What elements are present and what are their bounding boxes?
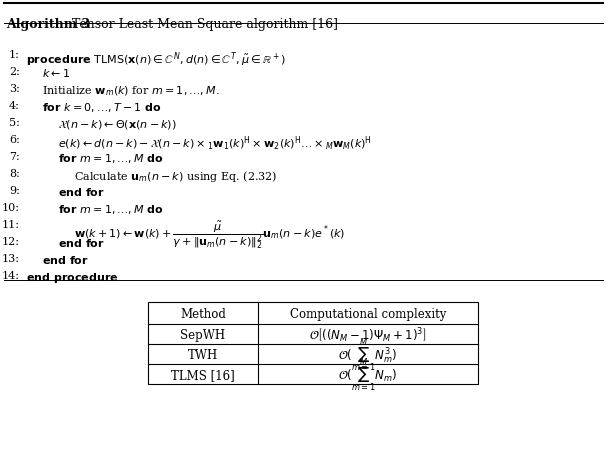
Text: $k \leftarrow 1$: $k \leftarrow 1$ [42, 67, 70, 79]
Text: 8:: 8: [9, 169, 20, 178]
Bar [148, 303, 478, 385]
Text: Calculate $\mathbf{u}_m(n-k)$ using Eq. (2.32): Calculate $\mathbf{u}_m(n-k)$ using Eq. … [74, 169, 277, 184]
Text: $\mathbf{for\ }$$m = 1, \ldots, M$$\mathbf{\ do}$: $\mathbf{for\ }$$m = 1, \ldots, M$$\math… [58, 152, 164, 165]
Text: $\mathbf{for\ }$$m = 1, \ldots, M$$\mathbf{\ do}$: $\mathbf{for\ }$$m = 1, \ldots, M$$\math… [58, 203, 164, 216]
Text: 3:: 3: [9, 84, 20, 94]
Text: $\mathbf{end\ procedure}$: $\mathbf{end\ procedure}$ [26, 270, 118, 284]
Text: $\mathbf{end\ for}$: $\mathbf{end\ for}$ [42, 253, 89, 266]
Text: TWH: TWH [188, 348, 218, 361]
Text: 6:: 6: [9, 135, 20, 145]
Text: 12:: 12: [2, 237, 20, 247]
Text: $\mathcal{O}(\sum_{m=1}^{M} N_m^3)$: $\mathcal{O}(\sum_{m=1}^{M} N_m^3)$ [338, 336, 398, 373]
Text: 7:: 7: [9, 152, 20, 162]
Text: 1:: 1: [9, 50, 20, 60]
Text: $\mathbf{for\ }$$k = 0, \ldots, T-1$$\mathbf{\ do}$: $\mathbf{for\ }$$k = 0, \ldots, T-1$$\ma… [42, 101, 161, 114]
Text: Method: Method [180, 307, 226, 320]
Text: TLMS [16]: TLMS [16] [171, 368, 235, 381]
Text: 2:: 2: [9, 67, 20, 77]
Text: 14:: 14: [2, 270, 20, 280]
Text: Computational complexity: Computational complexity [290, 307, 446, 320]
Text: 11:: 11: [2, 219, 20, 229]
Text: Algorithm 3: Algorithm 3 [6, 18, 90, 31]
Text: $\mathbf{w}(k+1) \leftarrow \mathbf{w}(k) + \dfrac{\tilde{\mu}}{\gamma+\|\mathbf: $\mathbf{w}(k+1) \leftarrow \mathbf{w}(k… [74, 219, 345, 251]
Text: 13:: 13: [2, 253, 20, 263]
Text: $\mathbf{end\ for}$: $\mathbf{end\ for}$ [58, 186, 105, 198]
Text: $\mathbf{end\ for}$: $\mathbf{end\ for}$ [58, 237, 105, 248]
Text: $\mathcal{O}(\sum_{m=1}^{M} N_m)$: $\mathcal{O}(\sum_{m=1}^{M} N_m)$ [338, 356, 398, 393]
Text: 9:: 9: [9, 186, 20, 196]
Text: 4:: 4: [9, 101, 20, 111]
Text: $\mathcal{O}\left[((N_M - 1)\Psi_M + 1)^3\right]$: $\mathcal{O}\left[((N_M - 1)\Psi_M + 1)^… [309, 325, 427, 344]
Text: $\mathcal{X}(n-k) \leftarrow \Theta(\mathbf{x}(n-k))$: $\mathcal{X}(n-k) \leftarrow \Theta(\mat… [58, 118, 177, 131]
Text: $\mathbf{procedure\ }$$\mathrm{TLMS}(\mathbf{x}(n) \in \mathbb{C}^N, d(n) \in \m: $\mathbf{procedure\ }$$\mathrm{TLMS}(\ma… [26, 50, 286, 69]
Text: SepWH: SepWH [180, 328, 226, 341]
Text: 5:: 5: [9, 118, 20, 128]
Text: $e(k) \leftarrow d(n-k) - \mathcal{X}(n-k) \times_1 \mathbf{w}_1(k)^\mathsf{H} \: $e(k) \leftarrow d(n-k) - \mathcal{X}(n-… [58, 135, 372, 153]
Text: Tensor Least Mean Square algorithm [16]: Tensor Least Mean Square algorithm [16] [68, 18, 338, 31]
Text: Initialize $\mathbf{w}_m(k)$ for $m = 1, \ldots, M.$: Initialize $\mathbf{w}_m(k)$ for $m = 1,… [42, 84, 220, 98]
Text: 10:: 10: [2, 203, 20, 213]
